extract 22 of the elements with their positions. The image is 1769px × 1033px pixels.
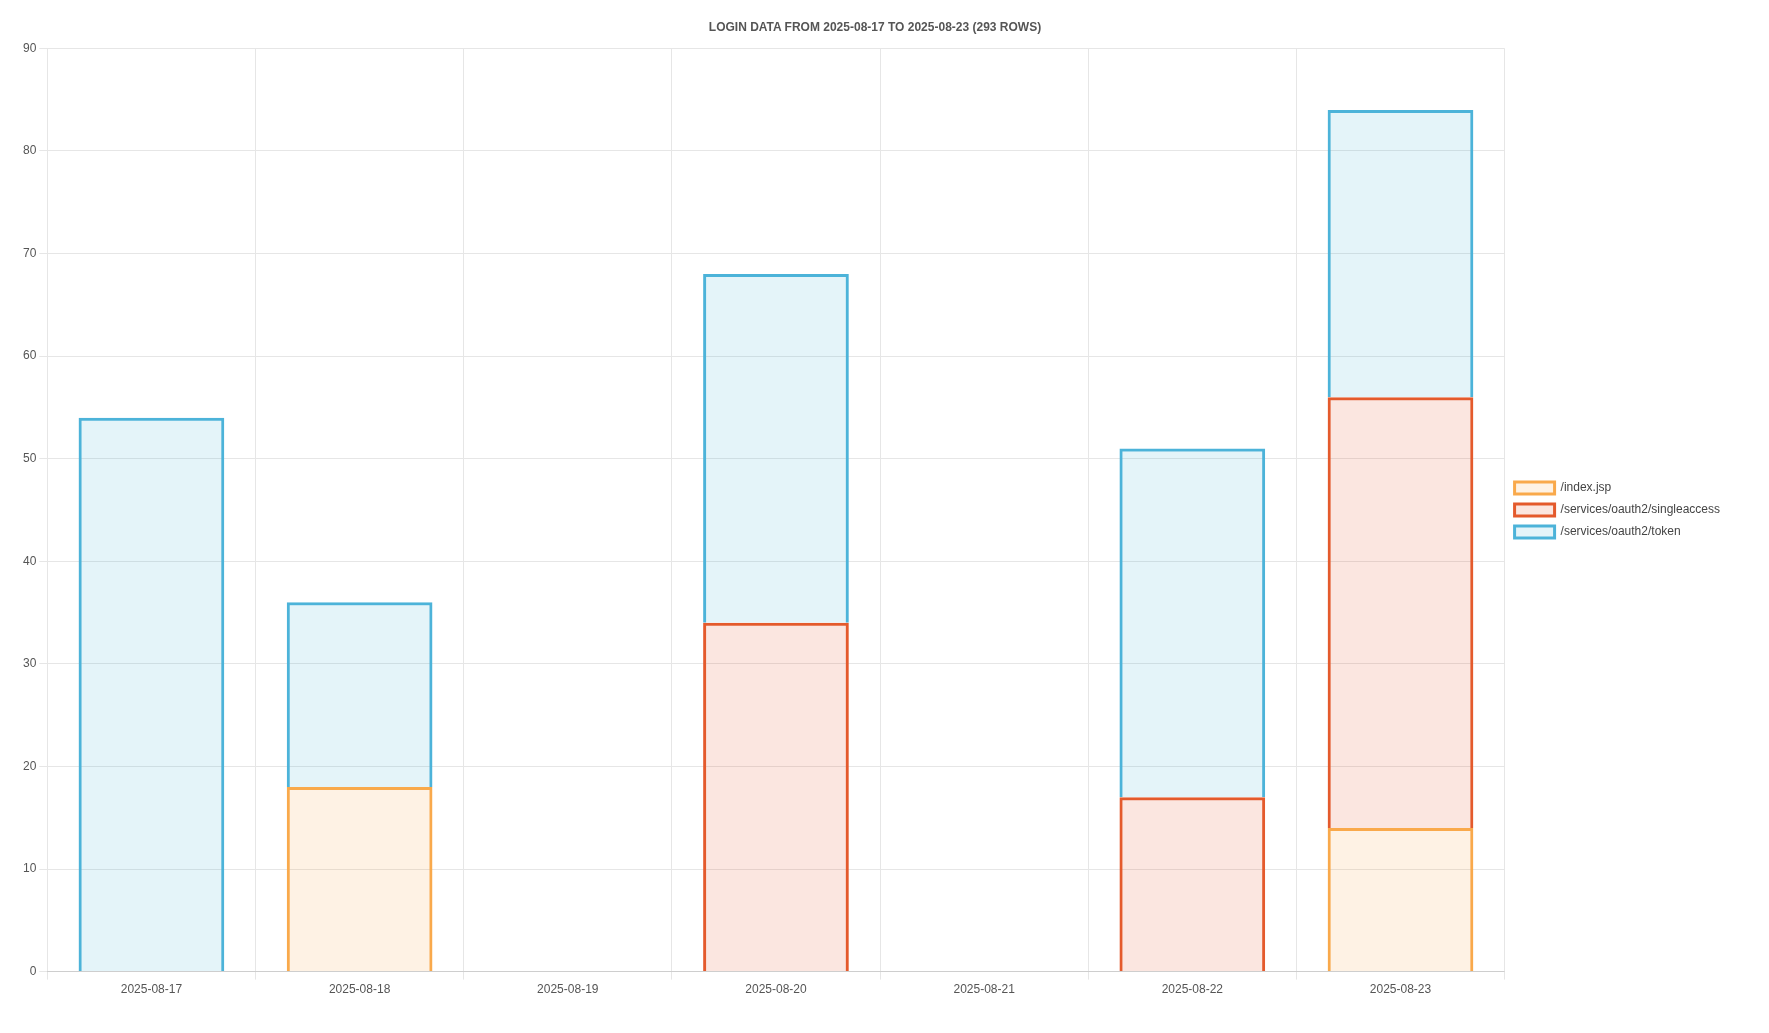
x-tick-label: 2025-08-17 [120, 982, 183, 997]
y-tick-label: 40 [22, 553, 37, 568]
y-tick-label: 20 [22, 758, 37, 773]
y-tick-label: 50 [22, 451, 37, 466]
x-tick-label: 2025-08-23 [1369, 982, 1432, 997]
y-tick-label: 10 [22, 861, 37, 876]
y-tick-label: 0 [29, 963, 37, 978]
x-tick-label: 2025-08-18 [328, 982, 391, 997]
y-tick-label: 70 [22, 245, 37, 260]
x-tick-label: 2025-08-22 [1161, 982, 1224, 997]
y-tick-label: 60 [22, 348, 37, 363]
x-tick-label: 2025-08-19 [537, 982, 599, 997]
chart-title: LOGIN DATA FROM 2025-08-17 TO 2025-08-23 (293 ROWS) [708, 19, 1042, 34]
x-tick-label: 2025-08-20 [745, 982, 807, 997]
bar [286, 602, 433, 787]
legend-label: /index.jsp [1560, 480, 1612, 495]
legend-label: /services/oauth2/token [1560, 524, 1681, 539]
legend-label: /services/oauth2/singleaccess [1560, 502, 1721, 517]
y-tick-label: 30 [22, 656, 37, 671]
y-tick-label: 90 [22, 40, 37, 55]
y-tick-label: 80 [22, 143, 37, 158]
x-tick-label: 2025-08-21 [953, 982, 1016, 997]
